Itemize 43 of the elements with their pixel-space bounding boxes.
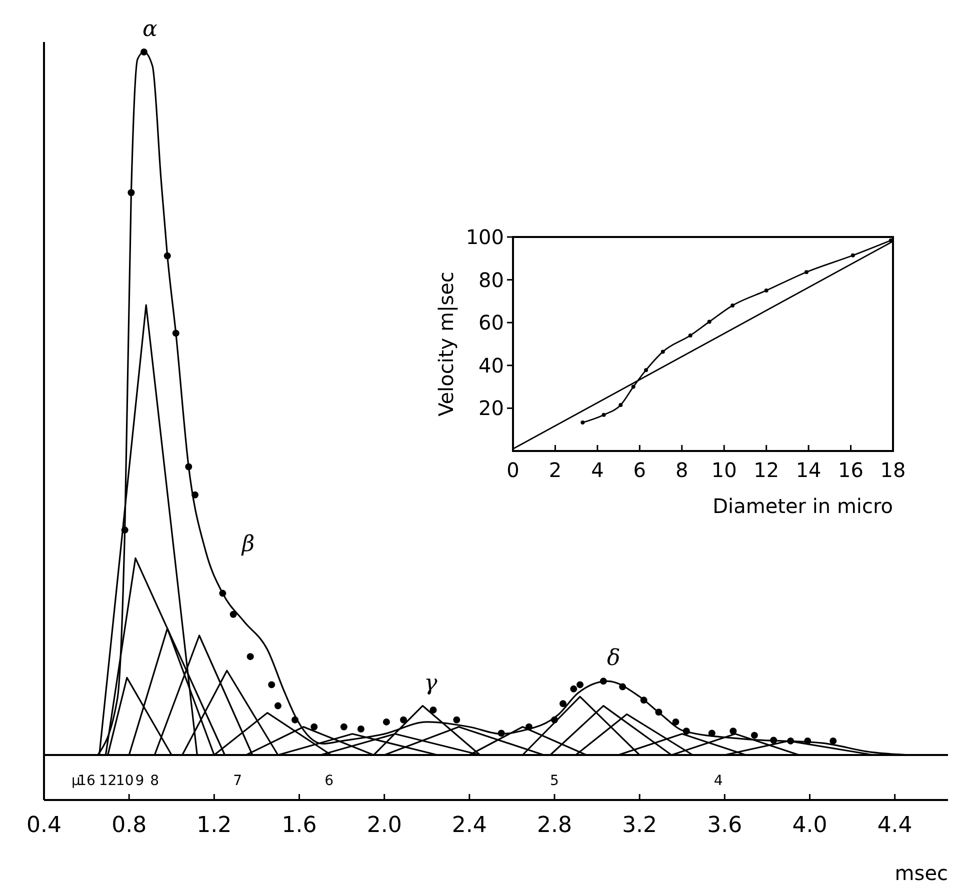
y-tick-label: 80 [478, 268, 504, 292]
x-tick-label: 3.2 [622, 813, 658, 838]
x-tick-label: 4.0 [792, 813, 828, 838]
x-tick-label: 1.2 [196, 813, 232, 838]
x-tick-label: 2.8 [536, 813, 572, 838]
annotation: α [142, 17, 158, 42]
text: 8 [150, 773, 160, 789]
x-tick-label: 14 [796, 458, 822, 482]
x-tick-label: 3.6 [707, 813, 742, 838]
text: 7 [233, 773, 242, 789]
text: µ [71, 773, 80, 789]
annotation: γ [424, 670, 438, 696]
x-tick-label: 2 [548, 458, 562, 482]
text: 9 [135, 773, 144, 789]
text: 12 [98, 773, 117, 789]
x-tick-label: 2.4 [452, 813, 487, 838]
text: 6 [324, 773, 334, 789]
x-tick-label: 16 [838, 458, 864, 482]
y-axis-title: Velocity m|sec [434, 272, 458, 416]
annotation: β [240, 532, 255, 558]
y-tick-label: 100 [466, 225, 504, 249]
x-tick-label: 2.0 [366, 813, 402, 838]
x-tick-label: 12 [754, 458, 780, 482]
x-tick-label: 10 [711, 458, 737, 482]
x-axis-title: Diameter in micro [712, 494, 893, 518]
text: 16 [78, 773, 96, 789]
y-tick-label: 60 [478, 310, 504, 335]
x-tick-label: 0.8 [112, 813, 147, 838]
x-tick-label: 1.6 [282, 813, 317, 838]
x-tick-label: 6 [633, 458, 646, 482]
y-tick-label: 40 [478, 353, 504, 378]
x-tick-label: 0.4 [26, 813, 62, 838]
x-tick-label: 8 [676, 458, 688, 482]
text: 4 [714, 773, 723, 789]
x-tick-label: 4.4 [877, 813, 912, 838]
annotation: δ [607, 646, 620, 672]
text: 10 [116, 773, 134, 789]
x-tick-label: 0 [506, 458, 520, 482]
x-axis-title: msec [894, 861, 948, 885]
x-tick-label: 18 [880, 458, 906, 482]
x-tick-label: 4 [591, 458, 604, 482]
text: 5 [550, 773, 559, 789]
y-tick-label: 20 [478, 396, 504, 420]
